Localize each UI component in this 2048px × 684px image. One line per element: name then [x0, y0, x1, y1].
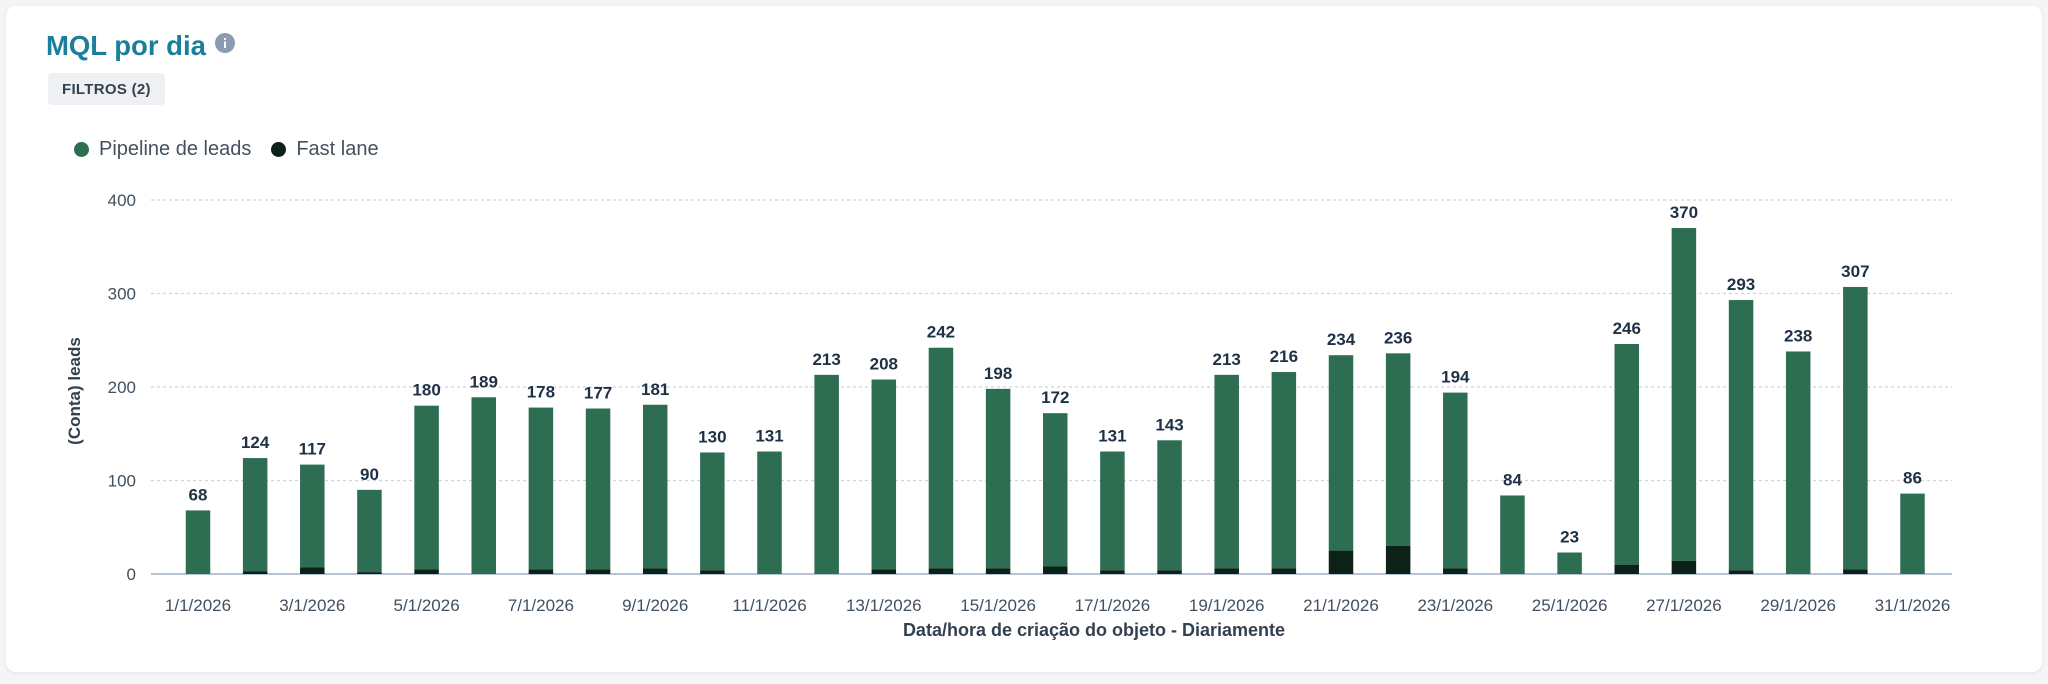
svg-text:117: 117 [299, 440, 326, 459]
svg-text:1/1/2026: 1/1/2026 [165, 596, 231, 615]
svg-text:7/1/2026: 7/1/2026 [508, 596, 574, 615]
svg-text:234: 234 [1327, 330, 1356, 349]
svg-text:25/1/2026: 25/1/2026 [1532, 596, 1608, 615]
svg-text:400: 400 [108, 191, 136, 210]
svg-text:17/1/2026: 17/1/2026 [1075, 596, 1151, 615]
svg-text:23: 23 [1560, 528, 1579, 547]
svg-text:124: 124 [241, 433, 270, 452]
svg-text:29/1/2026: 29/1/2026 [1760, 596, 1836, 615]
svg-text:Data/hora de criação do objeto: Data/hora de criação do objeto - Diariam… [903, 620, 1285, 640]
svg-text:90: 90 [360, 465, 379, 484]
svg-text:68: 68 [189, 485, 208, 504]
svg-text:246: 246 [1613, 319, 1641, 338]
svg-text:300: 300 [108, 285, 136, 304]
svg-text:19/1/2026: 19/1/2026 [1189, 596, 1265, 615]
svg-text:11/1/2026: 11/1/2026 [732, 596, 806, 615]
svg-text:23/1/2026: 23/1/2026 [1417, 596, 1493, 615]
svg-text:13/1/2026: 13/1/2026 [846, 596, 922, 615]
svg-text:238: 238 [1784, 326, 1812, 345]
svg-text:200: 200 [108, 378, 136, 397]
svg-text:3/1/2026: 3/1/2026 [279, 596, 345, 615]
svg-text:31/1/2026: 31/1/2026 [1875, 596, 1951, 615]
svg-text:189: 189 [470, 372, 498, 391]
svg-text:177: 177 [584, 384, 612, 403]
svg-text:130: 130 [698, 427, 726, 446]
svg-text:100: 100 [108, 472, 136, 491]
svg-text:5/1/2026: 5/1/2026 [394, 596, 460, 615]
svg-text:131: 131 [1098, 427, 1126, 446]
svg-text:9/1/2026: 9/1/2026 [622, 596, 688, 615]
svg-text:293: 293 [1727, 275, 1755, 294]
svg-text:(Conta) leads: (Conta) leads [65, 337, 84, 445]
svg-text:213: 213 [812, 350, 840, 369]
svg-text:21/1/2026: 21/1/2026 [1303, 596, 1379, 615]
svg-text:198: 198 [984, 364, 1012, 383]
svg-text:180: 180 [412, 381, 440, 400]
svg-text:0: 0 [127, 565, 136, 584]
svg-text:131: 131 [755, 427, 783, 446]
svg-text:172: 172 [1041, 388, 1069, 407]
svg-text:181: 181 [641, 380, 669, 399]
svg-text:178: 178 [527, 383, 555, 402]
svg-text:143: 143 [1155, 415, 1183, 434]
svg-text:84: 84 [1503, 470, 1522, 489]
svg-text:242: 242 [927, 323, 955, 342]
svg-text:216: 216 [1270, 347, 1298, 366]
svg-text:307: 307 [1841, 262, 1869, 281]
svg-text:27/1/2026: 27/1/2026 [1646, 596, 1722, 615]
svg-text:15/1/2026: 15/1/2026 [960, 596, 1036, 615]
svg-text:194: 194 [1441, 368, 1470, 387]
svg-text:208: 208 [870, 355, 898, 374]
svg-text:86: 86 [1903, 469, 1922, 488]
svg-text:213: 213 [1213, 350, 1241, 369]
svg-text:236: 236 [1384, 328, 1412, 347]
svg-text:370: 370 [1670, 203, 1698, 222]
